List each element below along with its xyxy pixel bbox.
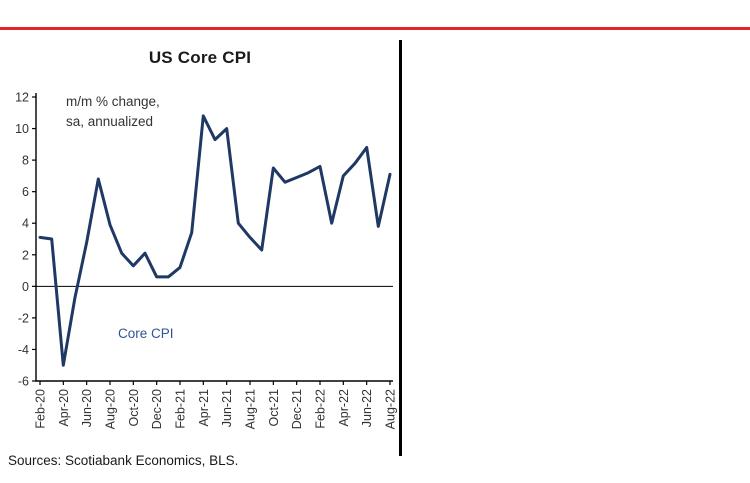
x-axis-tick-label: Aug-20: [104, 389, 118, 429]
chart-annotation: m/m % change, sa, annualized: [66, 92, 160, 131]
annotation-line-2: sa, annualized: [66, 113, 154, 129]
x-axis-tick-label: Jun-20: [80, 389, 94, 427]
column-separator-rule: [399, 40, 402, 456]
annotation-line-1: m/m % change,: [66, 94, 160, 109]
x-axis-tick-label: Dec-21: [290, 389, 304, 429]
y-axis-tick-label: 6: [22, 185, 29, 199]
x-axis-tick-label: Jun-21: [220, 389, 234, 427]
red-top-rule: [0, 27, 750, 30]
y-axis-tick-label: 4: [22, 217, 29, 231]
source-attribution: Sources: Scotiabank Economics, BLS.: [8, 453, 239, 468]
x-axis-tick-label: Oct-20: [127, 389, 141, 427]
chart-title: US Core CPI: [148, 48, 252, 67]
core-cpi-line-chart: -6 -4 -2 0 2 4 6 8 10 12 Feb-20 Apr-20 Jun-20 Aug-20 O…: [15, 91, 398, 430]
x-axis-tick-label: Feb-21: [174, 389, 188, 429]
x-axis-tick-label: Apr-20: [57, 389, 71, 427]
y-axis-tick-label: 0: [22, 280, 29, 294]
series-label-core-cpi: Core CPI: [118, 326, 174, 341]
x-axis-tick-label: Apr-22: [337, 389, 351, 427]
y-axis-tick-label: -4: [18, 343, 29, 357]
x-axis-tick-label: Apr-21: [197, 389, 211, 427]
y-axis-tick-label: 2: [22, 248, 29, 262]
y-axis-tick-label: 12: [15, 91, 29, 105]
y-axis-tick-label: 10: [15, 122, 29, 136]
y-axis-tick-label: -6: [18, 375, 29, 389]
core-cpi-series-line: [38, 114, 392, 367]
x-axis-tick-label: Feb-22: [314, 389, 328, 429]
x-axis-tick-label: Oct-21: [267, 389, 281, 427]
y-axis-tick-label: -2: [18, 311, 29, 325]
x-axis-tick-label: Aug-21: [244, 389, 258, 429]
x-axis-tick-label: Feb-20: [34, 389, 48, 429]
x-axis-tick-label: Jun-22: [360, 389, 374, 427]
y-axis-tick-label: 8: [22, 154, 29, 168]
x-axis-tick-label: Aug-22: [384, 389, 398, 429]
x-axis-tick-label: Dec-20: [150, 389, 164, 429]
